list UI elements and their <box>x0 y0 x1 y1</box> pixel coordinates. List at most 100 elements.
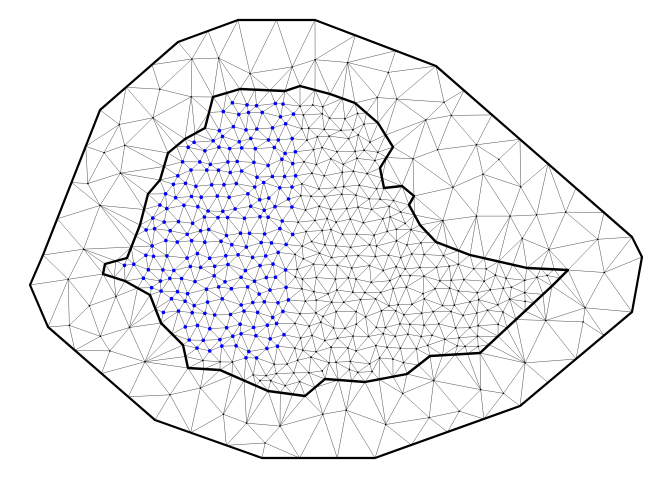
mesh-node <box>301 245 304 248</box>
highlighted-node <box>151 254 156 259</box>
mesh-node <box>357 254 360 257</box>
mesh-node <box>330 301 333 304</box>
highlighted-node <box>220 134 225 139</box>
mesh-node <box>410 253 413 255</box>
highlighted-node <box>284 242 288 247</box>
highlighted-node <box>286 298 291 302</box>
mesh-node <box>299 312 301 315</box>
mesh-node <box>355 194 357 197</box>
highlighted-node <box>222 182 226 187</box>
mesh-node <box>359 298 362 301</box>
highlighted-node <box>168 228 172 233</box>
mesh-node <box>362 221 365 224</box>
mesh-node <box>301 183 303 185</box>
highlighted-node <box>230 101 235 105</box>
mesh-node <box>450 279 453 282</box>
mesh-node <box>392 287 395 290</box>
mesh-node <box>301 278 304 280</box>
mesh-node <box>442 219 444 222</box>
highlighted-node <box>165 254 169 258</box>
mesh-node <box>349 360 352 363</box>
mesh-node <box>313 290 315 293</box>
highlighted-node <box>201 338 206 343</box>
highlighted-node <box>175 240 180 244</box>
mesh-node <box>321 112 324 115</box>
highlighted-node <box>269 241 274 245</box>
mesh-node <box>443 101 445 103</box>
mesh-node <box>87 182 89 185</box>
highlighted-node <box>152 226 157 231</box>
mesh-node <box>299 105 301 108</box>
highlighted-node <box>290 161 295 166</box>
highlighted-node <box>262 208 267 213</box>
mesh-node <box>368 198 370 200</box>
mesh-node <box>334 278 337 280</box>
highlighted-node <box>266 138 271 142</box>
highlighted-node <box>245 285 250 289</box>
highlighted-node <box>261 180 266 185</box>
mesh-node <box>318 252 321 255</box>
highlighted-node <box>208 162 213 167</box>
mesh-node <box>407 333 409 336</box>
highlighted-node <box>223 280 227 284</box>
highlighted-node <box>242 309 246 313</box>
highlighted-node <box>227 146 232 151</box>
mesh-node <box>426 344 429 347</box>
mesh-node <box>355 350 357 352</box>
mesh-node <box>375 187 378 190</box>
mesh-node <box>462 314 464 317</box>
highlighted-node <box>216 168 221 172</box>
mesh-node <box>68 324 71 327</box>
highlighted-node <box>218 337 222 342</box>
mesh-node <box>296 359 299 362</box>
mesh-node <box>321 146 323 149</box>
mesh-node <box>314 219 316 222</box>
mesh-node <box>423 297 426 300</box>
highlighted-node <box>247 349 251 354</box>
mesh-node <box>190 96 192 98</box>
mesh-node <box>310 240 313 243</box>
highlighted-node <box>291 112 296 116</box>
mesh-node <box>284 384 287 387</box>
highlighted-node <box>265 323 270 328</box>
highlighted-node <box>220 344 224 348</box>
highlighted-node <box>150 244 154 248</box>
highlighted-node <box>268 288 272 292</box>
mesh-node <box>431 334 433 337</box>
highlighted-node <box>290 185 294 189</box>
highlighted-node <box>224 325 229 330</box>
mesh-node <box>315 299 318 301</box>
mesh-node <box>219 361 222 363</box>
highlighted-node <box>239 303 243 307</box>
mesh-node <box>395 228 398 231</box>
mesh-node <box>435 266 438 269</box>
mesh-node <box>401 392 404 395</box>
mesh-node <box>332 327 335 329</box>
highlighted-node <box>229 286 234 291</box>
mesh-node <box>345 409 348 412</box>
mesh-node <box>496 304 499 306</box>
mesh-node <box>118 123 121 126</box>
mesh-node <box>475 144 478 146</box>
highlighted-node <box>243 268 248 273</box>
mesh-node <box>344 117 346 120</box>
mesh-node <box>319 321 322 323</box>
mesh-node <box>376 151 379 154</box>
highlighted-node <box>251 325 256 330</box>
highlighted-node <box>192 140 196 145</box>
mesh-node <box>409 323 411 326</box>
mesh-node <box>344 327 346 330</box>
mesh-node <box>388 279 391 282</box>
mesh-node <box>302 114 305 116</box>
highlighted-node <box>196 204 200 209</box>
highlighted-node <box>173 195 178 200</box>
highlighted-node <box>258 214 262 219</box>
highlighted-node <box>188 264 193 269</box>
mesh-node <box>502 392 505 395</box>
mesh-node <box>294 253 296 256</box>
mesh-node <box>294 347 296 349</box>
mesh-node <box>392 358 394 360</box>
mesh-node <box>323 175 326 177</box>
mesh-node <box>191 58 193 60</box>
mesh-node <box>352 335 354 337</box>
